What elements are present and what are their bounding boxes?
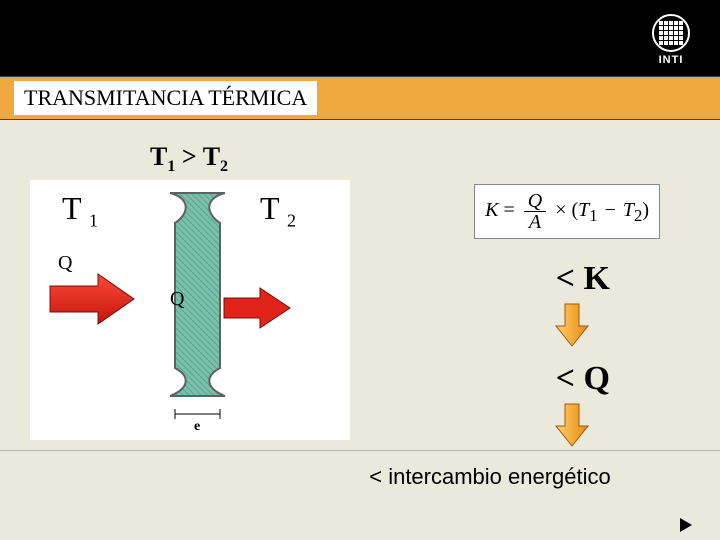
inti-logo-icon bbox=[652, 14, 690, 52]
heat-arrow-right bbox=[222, 286, 294, 330]
k-formula: K = Q A × (T1 − T2) bbox=[474, 184, 660, 239]
t1-label: T 1 bbox=[62, 190, 98, 231]
divider-line bbox=[0, 450, 720, 451]
q-label-mid: Q bbox=[170, 288, 184, 311]
inti-logo-text: INTI bbox=[644, 54, 698, 66]
less-k-label: < K bbox=[556, 260, 610, 298]
page-title: TRANSMITANCIA TÉRMICA bbox=[14, 81, 317, 115]
inequality-label: T1 > T2 bbox=[150, 142, 228, 176]
formula-K: K bbox=[485, 199, 498, 221]
t2-label: T 2 bbox=[260, 190, 296, 231]
title-bar: TRANSMITANCIA TÉRMICA bbox=[0, 76, 720, 120]
heat-arrow-left bbox=[48, 272, 138, 327]
inti-logo: INTI bbox=[644, 14, 698, 66]
formula-fraction: Q A bbox=[524, 191, 546, 232]
down-arrow-2 bbox=[554, 402, 590, 448]
thickness-label: e bbox=[194, 419, 200, 434]
less-q-label: < Q bbox=[556, 360, 610, 398]
down-arrow-1 bbox=[554, 302, 590, 348]
footer-text: < intercambio energético bbox=[0, 464, 720, 490]
header-bar: INTI bbox=[0, 0, 720, 76]
wall-diagram-panel: T 1 T 2 e Q Q Q bbox=[30, 180, 350, 440]
content-area: T1 > T2 T 1 T 2 e Q Q Q bbox=[0, 120, 720, 540]
next-icon[interactable] bbox=[680, 518, 692, 532]
